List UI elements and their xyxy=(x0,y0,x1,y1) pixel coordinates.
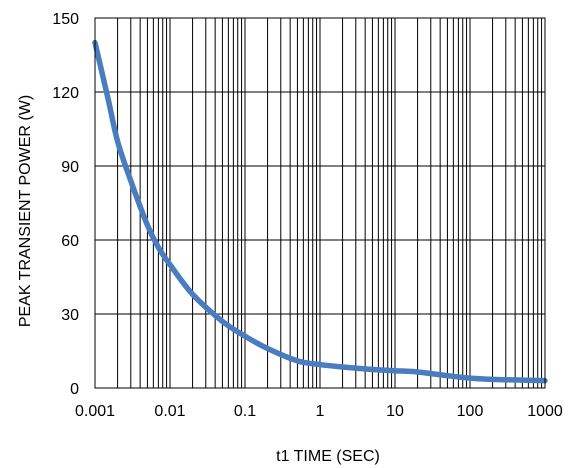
y-tick-label: 90 xyxy=(61,159,79,176)
y-tick-labels: 0 30 60 90 120 150 xyxy=(52,11,79,398)
x-tick-label: 0.1 xyxy=(234,403,256,420)
x-tick-label: 100 xyxy=(457,403,484,420)
x-tick-label: 1 xyxy=(316,403,325,420)
plot-border xyxy=(94,17,546,389)
y-tick-label: 30 xyxy=(61,307,79,324)
y-tick-label: 150 xyxy=(52,11,79,28)
x-tick-label: 0.01 xyxy=(154,403,185,420)
x-tick-label: 1000 xyxy=(527,403,563,420)
grid xyxy=(94,17,545,389)
x-tick-labels: 0.001 0.01 0.1 1 10 100 1000 xyxy=(75,403,563,420)
x-tick-label: 0.001 xyxy=(75,403,115,420)
y-tick-label: 60 xyxy=(61,233,79,250)
series-line xyxy=(92,39,548,384)
y-tick-label: 120 xyxy=(52,85,79,102)
x-tick-label: 10 xyxy=(386,403,404,420)
y-tick-label: 0 xyxy=(70,381,79,398)
x-axis-label: t1 TIME (SEC) xyxy=(276,448,380,465)
series-layer xyxy=(92,39,548,384)
y-axis-label: PEAK TRANSIENT POWER (W) xyxy=(17,95,34,327)
